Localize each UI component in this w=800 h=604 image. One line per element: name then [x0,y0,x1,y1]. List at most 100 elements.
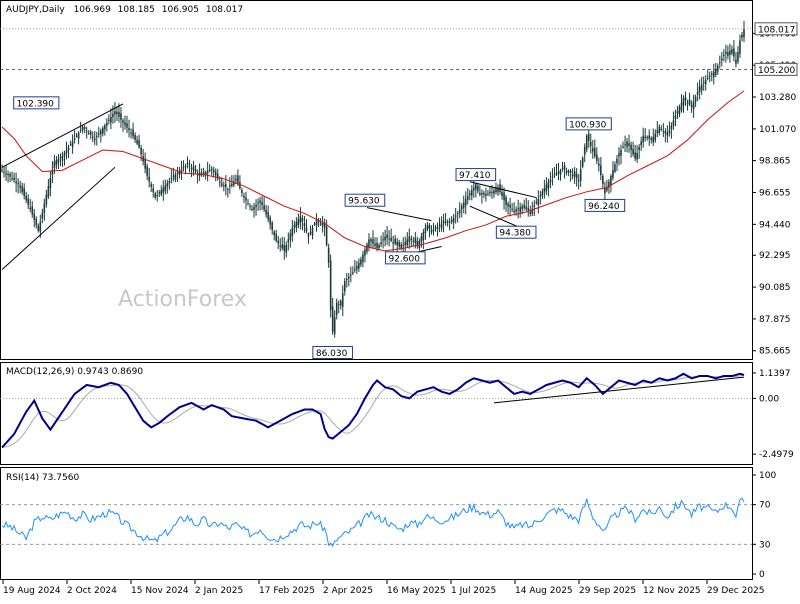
candle-body [31,206,34,215]
price-y-tick-label: 98.865 [759,157,791,167]
candle-body [305,227,308,232]
candle-body [444,221,447,223]
price-y-tick-label: 92.295 [759,251,791,261]
candle-body [337,304,340,306]
macd-line [1,372,745,449]
trendline [469,181,537,199]
candle-body [660,129,663,131]
candle-body [259,200,261,203]
candle-body [61,155,64,161]
macd-y-tick-label: 1.1397 [759,369,791,379]
candle-body [206,171,209,174]
x-tick-label: 29 Sep 2025 [579,586,636,596]
candle-body [227,188,229,190]
candle-body [368,239,370,248]
candle-body [265,209,267,215]
candle-body [604,187,606,194]
candle-body [25,195,27,201]
candle-body [468,193,471,196]
candle-body [410,238,413,241]
candle-body [503,192,505,201]
candle-body [529,211,532,214]
x-tick-label: 1 Jul 2025 [451,586,496,596]
candle-body [283,244,286,251]
candle-body [442,220,445,224]
candle-body [487,193,489,195]
candle-body [275,233,278,241]
candle-body [650,138,653,140]
candle-body [638,147,640,150]
candle-body [658,126,661,134]
candle-body [731,49,733,54]
candle-body [313,223,316,225]
candle-body [138,140,140,148]
candle-body [162,187,165,193]
rsi-layer [0,497,752,548]
price-label-box [584,198,626,212]
candle-body [49,178,52,189]
candle-body [255,204,257,208]
candle-body [690,104,693,107]
candle-body [99,130,102,135]
candle-body [374,243,376,246]
candle-body [132,129,134,137]
candle-body [646,136,649,138]
candle-body [329,260,332,310]
candle-body [118,111,120,117]
candle-body [626,141,628,147]
candle-body [424,227,427,234]
candle-body [737,52,739,62]
candle-body [319,223,322,225]
candle-body [392,242,394,244]
candle-body [27,198,30,205]
candle-body [593,148,596,157]
candle-body [485,193,487,196]
candle-body [452,217,455,223]
candle-body [160,190,163,195]
macd-y-tick-label: -2.4979 [759,450,794,460]
candle-body [89,131,92,135]
candle-body [3,171,5,173]
candle-body [521,206,524,210]
x-tick-label: 15 Nov 2024 [131,586,189,596]
candle-body [716,65,719,72]
candle-body [130,132,132,134]
price-y-tick-label: 94.440 [759,220,791,230]
price-label-text: 100.930 [569,120,606,130]
price-title-symbol: AUDJPY,Daily [6,5,65,15]
candle-body [233,181,235,186]
candle-body [733,48,735,57]
candle-body [553,174,556,176]
price-label-text: 97.410 [459,171,491,181]
candle-body [39,221,42,232]
candle-body [335,302,338,315]
candle-body [95,135,98,137]
candle-body [43,203,46,213]
price-label-text: 86.030 [316,349,348,359]
candle-body [251,208,253,210]
candle-body [537,199,540,206]
candle-body [668,130,671,134]
candle-body [85,130,88,132]
candle-body [220,183,223,186]
candle-body [656,130,659,134]
candle-body [164,185,167,191]
candle-body [317,221,320,223]
candle-body [309,232,312,234]
candle-body [81,126,84,130]
candle-body [706,78,709,80]
axis-layer: 85.665 87.875 90.085 92.295 94.440 96.655 98.8… [2,22,798,596]
candle-body [612,170,614,178]
candle-body [481,193,483,195]
macd-panel-title: MACD(12,26,9) 0.9743 0.8690 [6,367,143,377]
current-price-tag-box [754,22,798,36]
candle-body [557,171,560,174]
candle-body [108,119,110,121]
price-label-text: 94.380 [499,229,531,239]
trendline [366,207,432,222]
candle-body [277,240,280,244]
candle-body [21,186,23,192]
rsi-panel-frame [0,467,753,580]
candle-body [297,219,300,225]
